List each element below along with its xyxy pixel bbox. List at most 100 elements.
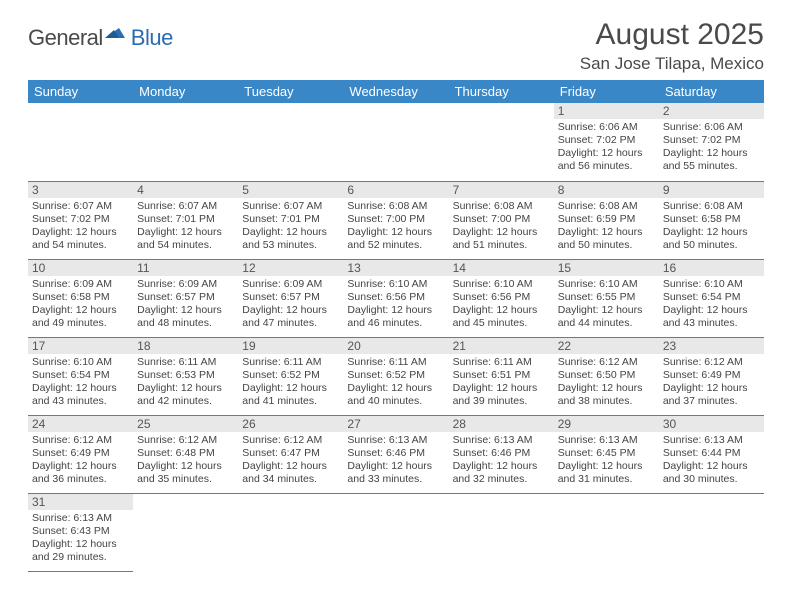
- day-number: 4: [133, 182, 238, 198]
- calendar-cell-empty: [133, 103, 238, 181]
- calendar-cell: 1Sunrise: 6:06 AMSunset: 7:02 PMDaylight…: [554, 103, 659, 181]
- calendar-cell: 26Sunrise: 6:12 AMSunset: 6:47 PMDayligh…: [238, 415, 343, 493]
- flag-icon: [105, 24, 131, 42]
- sunset-text: Sunset: 6:49 PM: [663, 369, 760, 382]
- calendar-cell-empty: [449, 493, 554, 571]
- sunset-text: Sunset: 6:59 PM: [558, 213, 655, 226]
- day-number: 31: [28, 494, 133, 510]
- day-number: 27: [343, 416, 448, 432]
- sunrise-text: Sunrise: 6:12 AM: [32, 434, 129, 447]
- day-number: 2: [659, 103, 764, 119]
- logo-text-general: General: [28, 25, 103, 51]
- sunrise-text: Sunrise: 6:13 AM: [32, 512, 129, 525]
- sunset-text: Sunset: 6:47 PM: [242, 447, 339, 460]
- daylight-text: Daylight: 12 hours and 49 minutes.: [32, 304, 129, 330]
- calendar-cell: 7Sunrise: 6:08 AMSunset: 7:00 PMDaylight…: [449, 181, 554, 259]
- calendar-cell: 16 Sunrise: 6:10 AMSunset: 6:54 PMDayligh…: [659, 259, 764, 337]
- sunset-text: Sunset: 6:51 PM: [453, 369, 550, 382]
- day-number: 9: [659, 182, 764, 198]
- daylight-text: Daylight: 12 hours and 33 minutes.: [347, 460, 444, 486]
- day-number: 13: [343, 260, 448, 276]
- day-details: Sunrise: 6:10 AMSunset: 6:54 PMDaylight:…: [663, 278, 760, 331]
- calendar-cell: 19 Sunrise: 6:11 AMSunset: 6:52 PMDayligh…: [238, 337, 343, 415]
- sunrise-text: Sunrise: 6:10 AM: [558, 278, 655, 291]
- day-number: 8: [554, 182, 659, 198]
- sunrise-text: Sunrise: 6:09 AM: [242, 278, 339, 291]
- day-number: 15: [554, 260, 659, 276]
- day-number: 16: [659, 260, 764, 276]
- daylight-text: Daylight: 12 hours and 36 minutes.: [32, 460, 129, 486]
- day-details: Sunrise: 6:12 AMSunset: 6:49 PMDaylight:…: [32, 434, 129, 487]
- calendar-cell: 10 Sunrise: 6:09 AMSunset: 6:58 PMDayligh…: [28, 259, 133, 337]
- day-header: Sunday: [28, 80, 133, 103]
- calendar-cell: 28Sunrise: 6:13 AMSunset: 6:46 PMDayligh…: [449, 415, 554, 493]
- calendar-cell: 22 Sunrise: 6:12 AMSunset: 6:50 PMDayligh…: [554, 337, 659, 415]
- sunset-text: Sunset: 6:58 PM: [32, 291, 129, 304]
- sunset-text: Sunset: 7:02 PM: [32, 213, 129, 226]
- daylight-text: Daylight: 12 hours and 31 minutes.: [558, 460, 655, 486]
- daylight-text: Daylight: 12 hours and 39 minutes.: [453, 382, 550, 408]
- day-details: Sunrise: 6:13 AMSunset: 6:45 PMDaylight:…: [558, 434, 655, 487]
- day-number: 6: [343, 182, 448, 198]
- sunset-text: Sunset: 6:57 PM: [242, 291, 339, 304]
- daylight-text: Daylight: 12 hours and 34 minutes.: [242, 460, 339, 486]
- calendar-week: 24 Sunrise: 6:12 AMSunset: 6:49 PMDayligh…: [28, 415, 764, 493]
- day-number: 26: [238, 416, 343, 432]
- day-header: Monday: [133, 80, 238, 103]
- day-number: 24: [28, 416, 133, 432]
- calendar-cell: 9Sunrise: 6:08 AMSunset: 6:58 PMDaylight…: [659, 181, 764, 259]
- day-number: 12: [238, 260, 343, 276]
- daylight-text: Daylight: 12 hours and 56 minutes.: [558, 147, 655, 173]
- sunset-text: Sunset: 6:46 PM: [347, 447, 444, 460]
- calendar-cell: 13Sunrise: 6:10 AMSunset: 6:56 PMDayligh…: [343, 259, 448, 337]
- sunset-text: Sunset: 7:01 PM: [242, 213, 339, 226]
- daylight-text: Daylight: 12 hours and 55 minutes.: [663, 147, 760, 173]
- daylight-text: Daylight: 12 hours and 52 minutes.: [347, 226, 444, 252]
- sunrise-text: Sunrise: 6:07 AM: [137, 200, 234, 213]
- daylight-text: Daylight: 12 hours and 48 minutes.: [137, 304, 234, 330]
- sunrise-text: Sunrise: 6:07 AM: [242, 200, 339, 213]
- day-number: 10: [28, 260, 133, 276]
- daylight-text: Daylight: 12 hours and 29 minutes.: [32, 538, 129, 564]
- daylight-text: Daylight: 12 hours and 45 minutes.: [453, 304, 550, 330]
- daylight-text: Daylight: 12 hours and 47 minutes.: [242, 304, 339, 330]
- day-number: 3: [28, 182, 133, 198]
- sunrise-text: Sunrise: 6:06 AM: [558, 121, 655, 134]
- calendar-cell-empty: [28, 103, 133, 181]
- sunrise-text: Sunrise: 6:13 AM: [453, 434, 550, 447]
- day-details: Sunrise: 6:08 AMSunset: 7:00 PMDaylight:…: [453, 200, 550, 253]
- day-details: Sunrise: 6:08 AMSunset: 6:59 PMDaylight:…: [558, 200, 655, 253]
- day-header: Saturday: [659, 80, 764, 103]
- day-header: Tuesday: [238, 80, 343, 103]
- day-number: 22: [554, 338, 659, 354]
- sunset-text: Sunset: 6:52 PM: [242, 369, 339, 382]
- sunrise-text: Sunrise: 6:07 AM: [32, 200, 129, 213]
- day-details: Sunrise: 6:09 AMSunset: 6:58 PMDaylight:…: [32, 278, 129, 331]
- daylight-text: Daylight: 12 hours and 50 minutes.: [663, 226, 760, 252]
- sunset-text: Sunset: 6:54 PM: [663, 291, 760, 304]
- calendar-cell: 4Sunrise: 6:07 AMSunset: 7:01 PMDaylight…: [133, 181, 238, 259]
- calendar-cell-empty: [133, 493, 238, 571]
- day-details: Sunrise: 6:12 AMSunset: 6:50 PMDaylight:…: [558, 356, 655, 409]
- day-number: 19: [238, 338, 343, 354]
- calendar-cell: 30Sunrise: 6:13 AMSunset: 6:44 PMDayligh…: [659, 415, 764, 493]
- day-details: Sunrise: 6:11 AMSunset: 6:52 PMDaylight:…: [242, 356, 339, 409]
- month-title: August 2025: [580, 18, 764, 52]
- sunset-text: Sunset: 6:46 PM: [453, 447, 550, 460]
- calendar-cell: 23Sunrise: 6:12 AMSunset: 6:49 PMDayligh…: [659, 337, 764, 415]
- sunset-text: Sunset: 6:48 PM: [137, 447, 234, 460]
- daylight-text: Daylight: 12 hours and 53 minutes.: [242, 226, 339, 252]
- day-details: Sunrise: 6:09 AMSunset: 6:57 PMDaylight:…: [137, 278, 234, 331]
- calendar-cell: 6Sunrise: 6:08 AMSunset: 7:00 PMDaylight…: [343, 181, 448, 259]
- day-number: 14: [449, 260, 554, 276]
- day-number: 5: [238, 182, 343, 198]
- calendar-cell: 12 Sunrise: 6:09 AMSunset: 6:57 PMDayligh…: [238, 259, 343, 337]
- day-details: Sunrise: 6:11 AMSunset: 6:53 PMDaylight:…: [137, 356, 234, 409]
- sunrise-text: Sunrise: 6:08 AM: [558, 200, 655, 213]
- day-details: Sunrise: 6:07 AMSunset: 7:01 PMDaylight:…: [242, 200, 339, 253]
- day-details: Sunrise: 6:10 AMSunset: 6:56 PMDaylight:…: [453, 278, 550, 331]
- sunset-text: Sunset: 6:56 PM: [453, 291, 550, 304]
- sunset-text: Sunset: 7:01 PM: [137, 213, 234, 226]
- sunset-text: Sunset: 6:52 PM: [347, 369, 444, 382]
- calendar-cell: 29Sunrise: 6:13 AMSunset: 6:45 PMDayligh…: [554, 415, 659, 493]
